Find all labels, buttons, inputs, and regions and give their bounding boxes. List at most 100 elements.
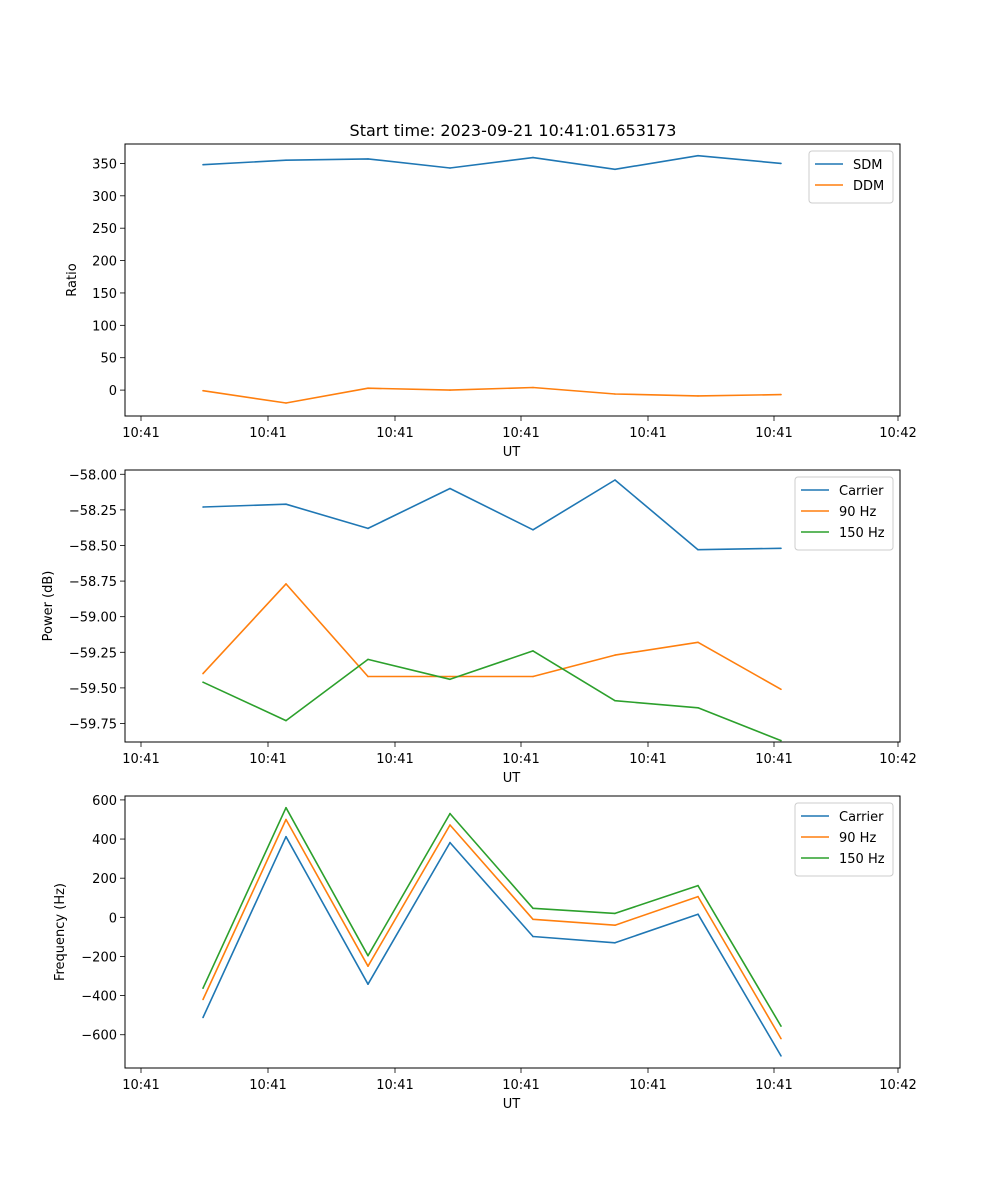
legend-entry: Carrier xyxy=(839,484,884,499)
data-point xyxy=(367,158,369,160)
data-point xyxy=(449,675,451,678)
data-point xyxy=(780,688,782,691)
legend-entry: 90 Hz xyxy=(839,505,876,520)
legend: SDM DDM xyxy=(808,150,894,204)
series-sdm xyxy=(202,154,782,171)
data-point xyxy=(697,707,699,709)
data-point xyxy=(367,675,369,678)
y-tick-label: −59.25 xyxy=(69,646,117,661)
data-point xyxy=(697,641,699,644)
data-point xyxy=(614,393,616,395)
x-axis-label: UT xyxy=(503,1097,521,1112)
chart-title: Start time: 2023-09-21 10:41:01.653173 xyxy=(350,121,677,140)
data-point xyxy=(449,389,451,391)
data-point xyxy=(449,678,451,681)
data-point xyxy=(532,650,534,652)
data-point xyxy=(780,1055,782,1057)
x-tick-label: 10:41 xyxy=(376,1078,413,1093)
data-point xyxy=(367,387,369,390)
y-tick-label: 300 xyxy=(92,190,117,205)
data-point xyxy=(614,168,616,171)
data-point xyxy=(532,675,534,678)
data-point xyxy=(285,402,287,404)
x-tick-label: 10:41 xyxy=(629,752,666,767)
y-axis-label: Ratio xyxy=(65,263,80,296)
series-150-hz xyxy=(202,806,782,1027)
plot-area-frame xyxy=(124,143,901,417)
y-tick-label: −400 xyxy=(81,990,117,1005)
y-tick-label: −59.00 xyxy=(69,611,117,626)
y-tick-label: −58.50 xyxy=(69,539,117,554)
x-tick-label: 10:41 xyxy=(122,1078,159,1093)
y-tick-label: 200 xyxy=(92,872,117,887)
data-point xyxy=(780,1025,782,1027)
series-90-hz xyxy=(202,818,782,1040)
series-carrier xyxy=(202,835,782,1057)
series-line xyxy=(202,386,782,404)
x-tick-label: 10:41 xyxy=(629,426,666,441)
series-line xyxy=(202,835,782,1057)
data-point xyxy=(202,681,204,683)
legend-entry: DDM xyxy=(853,179,884,194)
data-point xyxy=(532,918,534,921)
legend-entry: Carrier xyxy=(839,810,884,825)
data-point xyxy=(614,912,616,915)
x-tick-label: 10:41 xyxy=(376,426,413,441)
y-tick-label: −58.75 xyxy=(69,575,117,590)
series-carrier xyxy=(202,479,782,551)
data-point xyxy=(449,841,451,844)
data-point xyxy=(697,548,699,551)
x-tick-label: 10:41 xyxy=(249,426,286,441)
x-axis-label: UT xyxy=(503,771,521,786)
x-tick-label: 10:41 xyxy=(755,1078,792,1093)
data-point xyxy=(285,503,287,506)
data-point xyxy=(202,987,204,989)
data-point xyxy=(780,393,782,396)
data-point xyxy=(614,924,616,926)
data-point xyxy=(367,965,369,967)
y-tick-label: −59.75 xyxy=(69,717,117,732)
data-point xyxy=(697,395,699,397)
y-tick-label: −59.50 xyxy=(69,682,117,697)
data-point xyxy=(202,389,204,392)
data-point xyxy=(202,163,204,166)
y-tick-label: −58.00 xyxy=(69,468,117,483)
data-point xyxy=(697,154,699,157)
chart-panel-2: 10:41 10:41 10:41 10:41 10:41 10:41 10:42 −59.7… xyxy=(41,468,917,786)
series-150-hz xyxy=(202,650,782,742)
data-point xyxy=(532,907,534,910)
y-tick-label: 250 xyxy=(92,222,117,237)
data-point xyxy=(202,672,204,675)
data-point xyxy=(367,954,369,957)
data-point xyxy=(202,998,204,1001)
series-90-hz xyxy=(202,583,782,691)
data-point xyxy=(532,386,534,389)
data-point xyxy=(780,162,782,165)
data-point xyxy=(697,913,699,915)
data-point xyxy=(285,835,287,838)
data-point xyxy=(614,942,616,944)
legend: Carrier 90 Hz 150 Hz xyxy=(794,802,894,877)
data-point xyxy=(202,1016,204,1019)
x-tick-label: 10:41 xyxy=(755,752,792,767)
y-tick-label: 350 xyxy=(92,157,117,172)
data-point xyxy=(614,654,616,656)
data-point xyxy=(367,983,369,985)
data-point xyxy=(449,824,451,826)
x-tick-label: 10:41 xyxy=(376,752,413,767)
legend-entry: 150 Hz xyxy=(839,526,885,541)
y-tick-label: 600 xyxy=(92,794,117,809)
x-tick-label: 10:42 xyxy=(879,1078,916,1093)
legend-entry: 150 Hz xyxy=(839,852,885,867)
y-tick-label: −600 xyxy=(81,1029,117,1044)
series-line xyxy=(202,806,782,1027)
x-tick-label: 10:41 xyxy=(755,426,792,441)
y-tick-label: 400 xyxy=(92,833,117,848)
legend: Carrier 90 Hz 150 Hz xyxy=(794,476,894,551)
data-point xyxy=(285,719,287,722)
x-tick-label: 10:42 xyxy=(879,752,916,767)
x-tick-label: 10:41 xyxy=(122,426,159,441)
legend-entry: 90 Hz xyxy=(839,831,876,846)
y-tick-label: 50 xyxy=(100,352,117,367)
